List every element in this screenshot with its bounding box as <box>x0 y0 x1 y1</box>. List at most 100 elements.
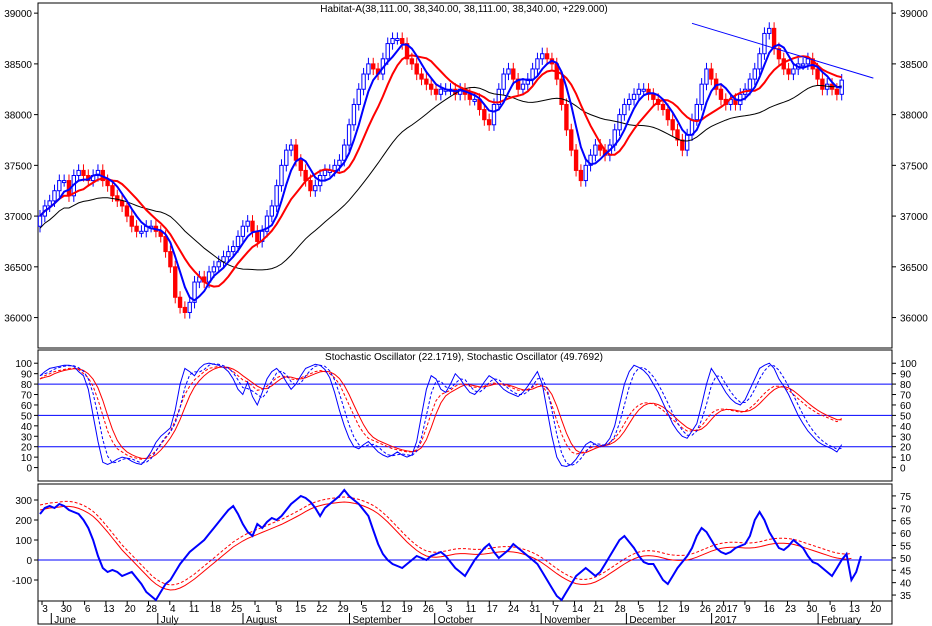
candle-body <box>805 58 811 65</box>
candle-body <box>588 154 593 166</box>
candle-body <box>438 88 444 95</box>
x-month-label: June <box>54 615 76 626</box>
osc-tick-label-right: 55 <box>900 541 912 552</box>
x-month-label: 2017 <box>715 615 738 626</box>
x-tick-label: 20 <box>125 604 137 615</box>
candle-body <box>264 215 270 232</box>
candle-body <box>366 63 371 75</box>
candle-body <box>482 109 487 121</box>
candle-body <box>486 119 492 126</box>
candle-body <box>163 235 168 253</box>
price-tick-label-left: 38500 <box>4 60 32 71</box>
candle-body <box>192 281 197 303</box>
osc-tick-label-left: -100 <box>12 576 32 587</box>
candle-body <box>250 220 255 232</box>
x-tick-label: 7 <box>553 604 559 615</box>
stoch-tick-label-right: 50 <box>900 411 912 422</box>
candle-body <box>177 296 183 308</box>
candle-body <box>216 261 221 268</box>
stoch-tick-label-right: 0 <box>900 464 906 475</box>
oscillator-axis-left: 300 200 100 0 -100 <box>12 496 38 587</box>
osc-tick-label-right: 70 <box>900 504 912 515</box>
stoch-tick-label-left: 30 <box>21 432 33 443</box>
candle-body <box>173 266 178 298</box>
candle-body <box>351 103 357 126</box>
candle-body <box>269 205 275 217</box>
x-tick-label: 2017 <box>715 604 738 615</box>
stoch-tick-label-left: 40 <box>21 422 33 433</box>
stoch-tick-label-right: 70 <box>900 391 912 402</box>
candle-body <box>37 215 43 227</box>
stoch-tick-label-right: 80 <box>900 380 912 391</box>
price-tick-label-left: 39000 <box>4 9 32 20</box>
x-tick-label: 4 <box>170 604 176 615</box>
candle-body <box>119 200 125 207</box>
x-tick-label: 5 <box>639 604 645 615</box>
x-tick-label: 5 <box>362 604 368 615</box>
candle-body <box>569 129 574 151</box>
x-tick-label: 8 <box>277 604 283 615</box>
price-tick-label-left: 38000 <box>4 111 32 122</box>
candle-body <box>776 48 782 60</box>
candle-body <box>288 144 294 151</box>
stoch-tick-label-right: 100 <box>900 359 917 370</box>
candle-body <box>57 180 62 192</box>
osc-tick-label-left: 200 <box>15 516 32 527</box>
x-tick-label: 19 <box>402 604 414 615</box>
candle-body <box>115 195 120 202</box>
trendline <box>691 22 874 79</box>
candle-body <box>390 38 395 45</box>
candle-body <box>332 164 337 171</box>
candle-body <box>530 68 535 80</box>
x-month-label: October <box>438 615 474 626</box>
candle-body <box>395 38 400 42</box>
candle-body <box>501 73 506 90</box>
candle-body <box>187 301 192 313</box>
candle-body <box>496 88 501 105</box>
stoch-tick-label-right: 60 <box>900 401 912 412</box>
candle-body <box>110 185 115 197</box>
osc-tick-label-right: 65 <box>900 517 912 528</box>
candle-body <box>313 185 318 192</box>
x-tick-label: 12 <box>380 604 392 615</box>
price-tick-label-right: 38000 <box>900 111 928 122</box>
candle-body <box>573 149 579 171</box>
ma-fast-line <box>39 43 842 302</box>
osc-tick-label-left: 300 <box>15 496 32 507</box>
stoch-tick-label-right: 90 <box>900 370 912 381</box>
candle-body <box>298 159 303 171</box>
x-tick-label: 24 <box>508 604 520 615</box>
candle-body <box>211 266 217 273</box>
candle-body <box>491 103 497 126</box>
stoch-tick-label-left: 80 <box>21 380 33 391</box>
osc-tick-label-right: 35 <box>900 591 912 602</box>
candle-body <box>660 103 666 111</box>
candle-body <box>631 93 637 100</box>
x-tick-label: 6 <box>85 604 91 615</box>
candle-body <box>564 103 569 131</box>
osc-main-line <box>39 488 862 602</box>
candle-body <box>694 103 700 121</box>
x-tick-label: 30 <box>806 604 818 615</box>
x-tick-label: 26 <box>423 604 435 615</box>
price-tick-label-right: 37500 <box>900 161 928 172</box>
candle-body <box>699 83 704 105</box>
candle-body <box>578 169 584 182</box>
candle-body <box>559 78 564 105</box>
candle-body <box>226 251 231 258</box>
price-tick-label-left: 36000 <box>4 314 32 325</box>
candle-body <box>506 68 511 75</box>
candle-body <box>337 159 342 166</box>
candle-body <box>235 235 241 248</box>
candle-body <box>47 200 52 207</box>
candle-body <box>535 58 540 70</box>
x-tick-label: 3 <box>447 604 453 615</box>
candle-body <box>583 164 588 182</box>
price-tick-label-right: 36000 <box>900 314 928 325</box>
stoch-slow-line <box>39 366 842 460</box>
x-month-label: February <box>821 615 861 626</box>
x-tick-label: 15 <box>295 604 307 615</box>
stoch-fast-k-line <box>39 362 843 468</box>
x-tick-label: 23 <box>785 604 797 615</box>
